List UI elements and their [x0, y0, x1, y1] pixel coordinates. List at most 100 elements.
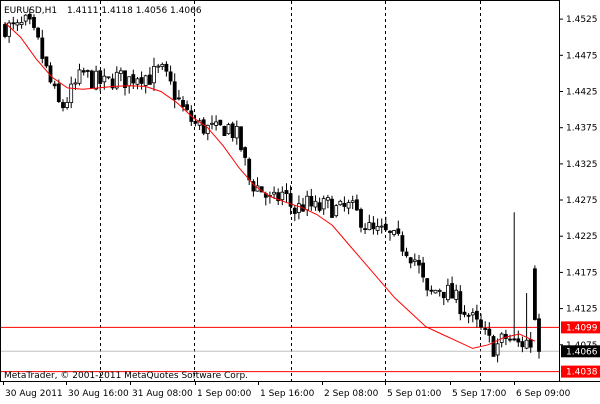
candle-body — [272, 191, 277, 195]
candle-body — [218, 119, 223, 126]
candle-body — [342, 202, 347, 207]
time-tick-label: 1 Sep 16:00 — [260, 389, 315, 399]
candle-body — [437, 289, 442, 292]
candle-body — [474, 310, 479, 320]
candle-body — [421, 262, 426, 278]
candle-body — [417, 259, 421, 266]
candle-body — [77, 69, 82, 84]
price-tick-label: 1.4225 — [566, 232, 598, 242]
candle-body — [69, 83, 74, 103]
candle-body — [230, 123, 235, 139]
candle-body — [288, 193, 293, 207]
candle-body — [483, 328, 488, 330]
last-price-tag — [561, 345, 600, 358]
candle-body — [367, 222, 372, 231]
candle-body — [131, 74, 136, 84]
candle-body — [441, 291, 446, 299]
candle-body — [330, 198, 334, 218]
candle-body — [292, 207, 297, 214]
candle-body — [363, 228, 368, 231]
candle-body — [7, 22, 11, 37]
price-tick-label: 1.4525 — [566, 15, 598, 25]
candle-body — [346, 202, 351, 209]
candle-body — [520, 341, 525, 348]
candle-body — [462, 311, 467, 315]
candle-body — [90, 70, 94, 89]
candle-body — [164, 63, 169, 72]
moving-average-line — [4, 22, 536, 349]
price-tag-label: 1.4066 — [566, 347, 598, 357]
price-tick-label: 1.4375 — [566, 124, 598, 134]
candle-body — [309, 195, 314, 207]
candle-body — [284, 190, 289, 194]
candle-body — [44, 56, 49, 67]
candle-body — [143, 75, 148, 86]
candle-body — [537, 318, 541, 352]
candle-body — [516, 338, 521, 343]
candle-body — [15, 22, 20, 26]
candle-body — [139, 77, 144, 84]
candle-body — [445, 284, 450, 301]
candle-body — [404, 251, 409, 257]
candle-body — [350, 200, 355, 203]
candle-body — [185, 104, 190, 110]
candle-body — [379, 225, 384, 228]
candle-body — [458, 291, 463, 315]
candle-body — [23, 14, 28, 22]
candle-body — [338, 200, 343, 206]
candle-body — [106, 76, 111, 79]
candle-body — [325, 197, 330, 201]
candle-body — [400, 235, 405, 252]
candle-body — [81, 70, 86, 73]
candle-body — [61, 102, 65, 109]
candle-body — [102, 75, 107, 83]
candle-body — [247, 158, 252, 181]
time-tick-label: 30 Aug 16:00 — [68, 389, 129, 399]
candle-body — [3, 24, 7, 37]
candle-body — [19, 21, 24, 25]
candle-body — [508, 338, 512, 341]
candle-body — [487, 328, 492, 336]
candle-body — [114, 71, 119, 89]
candle-body — [65, 102, 69, 108]
candle-body — [321, 198, 326, 210]
candle-body — [276, 192, 281, 202]
time-tick-label: 5 Sep 17:00 — [452, 389, 507, 399]
candle-body — [317, 202, 322, 211]
candle-body — [479, 319, 483, 328]
candle-body — [127, 76, 132, 87]
price-tick-label: 1.4175 — [566, 268, 598, 278]
candle-body — [172, 81, 177, 100]
candle-body — [495, 343, 500, 356]
candle-body — [56, 83, 61, 103]
candle-body — [512, 338, 517, 341]
candle-body — [123, 70, 127, 89]
time-tick-label: 6 Sep 09:00 — [516, 389, 571, 399]
candle-body — [11, 22, 16, 25]
candle-body — [388, 230, 392, 233]
candle-body — [466, 314, 471, 317]
moving-average — [4, 22, 536, 349]
price-tag-label: 1.4099 — [566, 323, 598, 333]
candle-body — [313, 200, 318, 208]
ohlc-quote-label: 1.4111 1.4118 1.4056 1.4066 — [67, 6, 202, 16]
candle-body — [491, 336, 496, 357]
candle-body — [433, 289, 438, 294]
candle-body — [524, 339, 529, 349]
candle-body — [371, 222, 376, 230]
time-axis: 30 Aug 2011 30 Aug 16:00 31 Aug 08:00 1 Sep… — [3, 381, 571, 399]
horizontal-levels[interactable] — [0, 326, 559, 373]
candle-body — [85, 70, 90, 72]
candle-body — [135, 78, 140, 85]
level-price-tag — [561, 321, 600, 334]
candle-body — [375, 225, 380, 231]
candle-body — [280, 191, 285, 201]
candle-body — [533, 268, 537, 320]
candle-body — [110, 78, 115, 89]
candle-body — [450, 283, 455, 299]
candle-body — [296, 203, 301, 213]
candle-body — [147, 74, 152, 85]
level-price-tag — [561, 365, 600, 378]
